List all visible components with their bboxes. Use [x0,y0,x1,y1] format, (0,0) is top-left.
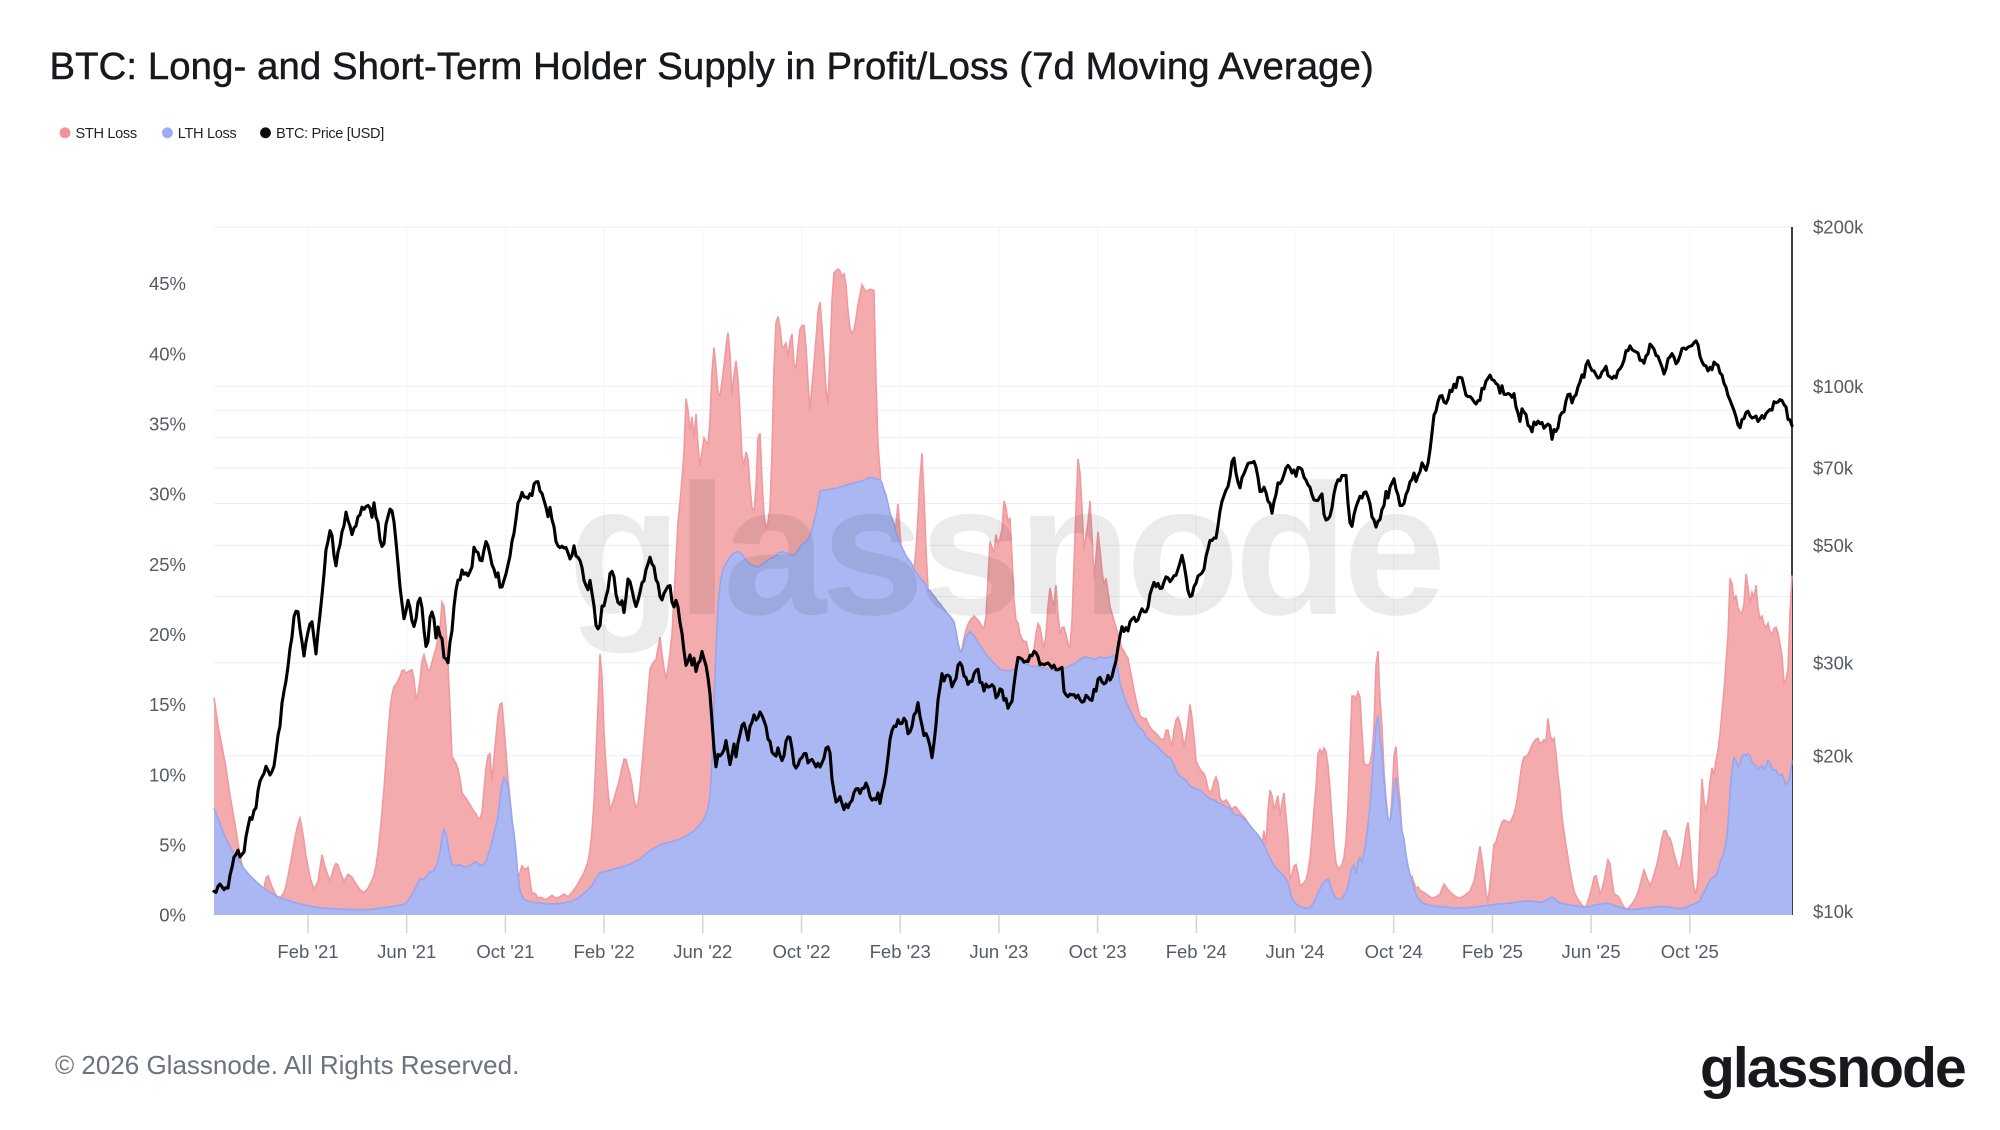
svg-text:© 2026 Glassnode. All Rights R: © 2026 Glassnode. All Rights Reserved. [55,1050,519,1080]
svg-text:40%: 40% [149,343,186,364]
svg-text:Oct '23: Oct '23 [1069,941,1127,962]
svg-text:Oct '22: Oct '22 [772,941,830,962]
svg-text:Oct '21: Oct '21 [476,941,534,962]
svg-text:$20k: $20k [1813,745,1854,766]
svg-text:Jun '22: Jun '22 [673,941,732,962]
svg-text:25%: 25% [149,554,186,575]
svg-text:30%: 30% [149,484,186,505]
svg-text:15%: 15% [149,694,186,715]
svg-text:5%: 5% [159,834,186,855]
svg-text:STH Loss: STH Loss [76,126,137,142]
svg-text:Oct '24: Oct '24 [1365,941,1423,962]
svg-text:Oct '25: Oct '25 [1661,941,1719,962]
svg-text:$70k: $70k [1813,458,1854,479]
svg-text:Jun '25: Jun '25 [1562,941,1621,962]
svg-text:Feb '23: Feb '23 [870,941,931,962]
svg-text:Feb '25: Feb '25 [1462,941,1523,962]
svg-text:Jun '21: Jun '21 [377,941,436,962]
svg-text:Feb '22: Feb '22 [574,941,635,962]
svg-text:10%: 10% [149,764,186,785]
svg-text:Jun '24: Jun '24 [1265,941,1324,962]
svg-text:$10k: $10k [1813,901,1854,922]
svg-text:LTH Loss: LTH Loss [178,126,237,142]
svg-text:Feb '24: Feb '24 [1166,941,1227,962]
svg-text:Jun '23: Jun '23 [969,941,1028,962]
svg-text:0%: 0% [159,905,186,926]
svg-text:Feb '21: Feb '21 [277,941,338,962]
svg-text:BTC: Price [USD]: BTC: Price [USD] [276,126,384,142]
svg-text:glassnode: glassnode [1700,1036,1965,1100]
svg-text:20%: 20% [149,624,186,645]
svg-text:45%: 45% [149,273,186,294]
svg-text:$30k: $30k [1813,652,1854,673]
svg-text:glassnode: glassnode [568,447,1441,654]
svg-text:35%: 35% [149,413,186,434]
svg-text:$100k: $100k [1813,376,1864,397]
svg-text:BTC: Long- and Short-Term Hold: BTC: Long- and Short-Term Holder Supply … [50,45,1374,88]
svg-text:$200k: $200k [1813,217,1864,238]
svg-text:$50k: $50k [1813,535,1854,556]
